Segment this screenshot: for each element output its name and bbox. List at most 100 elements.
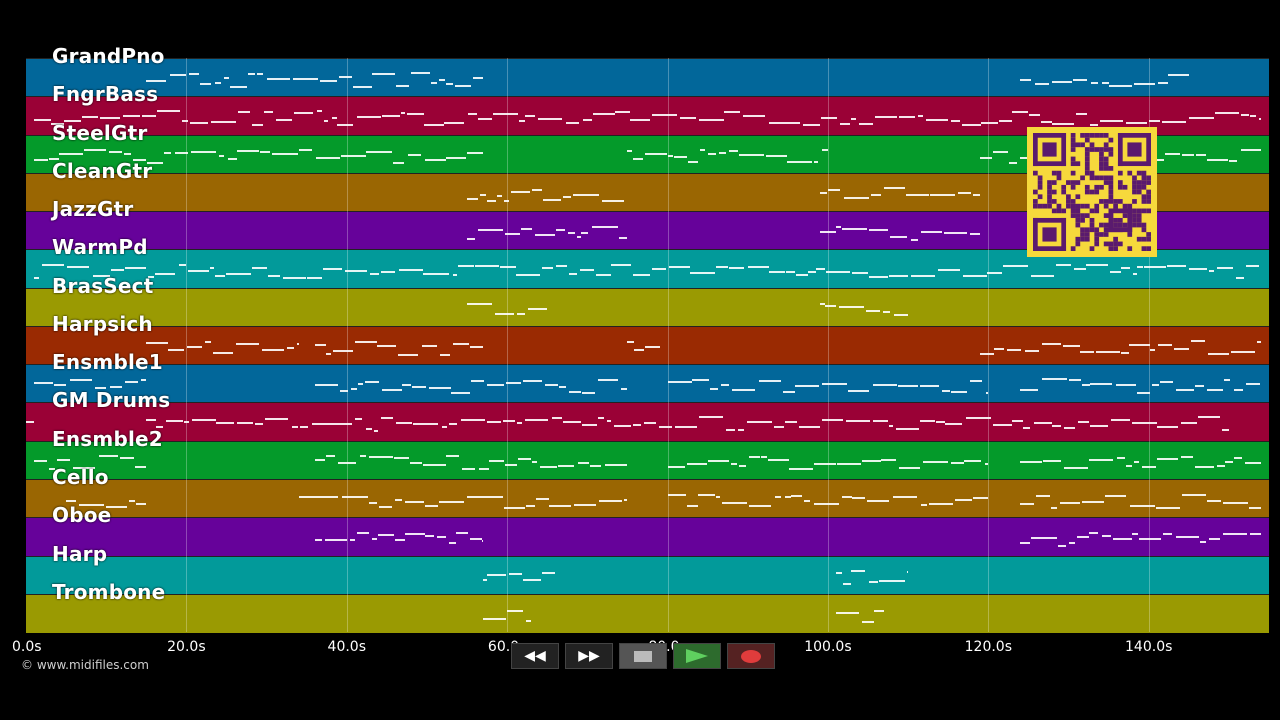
note-mark — [483, 618, 507, 621]
note-mark — [580, 269, 595, 272]
track-lane[interactable] — [26, 364, 1269, 404]
note-mark — [822, 382, 847, 385]
play-button[interactable] — [673, 643, 721, 669]
note-mark — [970, 380, 982, 383]
track-lane[interactable] — [26, 325, 1269, 365]
track-lane[interactable] — [26, 58, 1269, 97]
note-mark — [205, 340, 212, 343]
note-mark — [169, 73, 186, 76]
note-mark — [1208, 270, 1215, 273]
note-mark — [502, 419, 515, 422]
note-mark — [950, 119, 961, 122]
note-mark — [477, 228, 503, 231]
note-mark — [1036, 494, 1051, 497]
qr-code-image — [1033, 133, 1151, 251]
note-mark — [667, 494, 687, 497]
note-mark — [1139, 538, 1161, 541]
note-mark — [148, 275, 154, 278]
note-mark — [225, 273, 251, 276]
piano-roll[interactable] — [26, 58, 1269, 633]
note-mark — [787, 160, 812, 163]
note-mark — [868, 275, 888, 278]
note-mark — [155, 273, 176, 276]
track-lane[interactable] — [26, 517, 1269, 557]
note-mark — [380, 416, 393, 419]
note-mark — [56, 459, 71, 462]
track-lane[interactable] — [26, 402, 1269, 442]
note-mark — [888, 425, 893, 428]
note-mark — [1246, 382, 1260, 385]
note-mark — [873, 419, 889, 422]
note-mark — [519, 119, 526, 122]
note-mark — [34, 158, 49, 161]
note-mark — [1090, 425, 1108, 428]
note-mark — [1051, 424, 1061, 427]
note-mark — [325, 495, 339, 498]
note-mark — [1150, 349, 1155, 352]
note-mark — [784, 495, 791, 498]
note-mark — [998, 120, 1012, 123]
note-mark — [298, 148, 312, 151]
note-mark — [282, 276, 307, 279]
track-lane[interactable] — [26, 287, 1269, 327]
note-mark — [1052, 81, 1073, 84]
time-gridline — [1148, 58, 1150, 632]
note-mark — [669, 265, 691, 268]
note-mark — [1217, 465, 1225, 468]
note-mark — [821, 148, 828, 151]
note-mark — [168, 348, 184, 351]
note-mark — [311, 422, 330, 425]
note-mark — [448, 422, 458, 425]
note-mark — [392, 162, 404, 165]
note-mark — [380, 271, 396, 274]
note-mark — [980, 157, 993, 160]
fast-forward-button[interactable]: ▶▶ — [565, 643, 613, 669]
note-mark — [659, 425, 673, 428]
note-mark — [632, 274, 650, 277]
note-mark — [994, 347, 1004, 350]
note-mark — [707, 460, 729, 463]
time-tick-label: 20.0s — [167, 639, 206, 655]
note-mark — [1188, 116, 1214, 119]
note-mark — [523, 380, 542, 383]
rewind-button[interactable]: ◀◀ — [511, 643, 559, 669]
note-mark — [1151, 159, 1165, 162]
note-mark — [251, 266, 268, 269]
note-mark — [528, 307, 548, 310]
note-mark — [898, 467, 920, 470]
note-mark — [396, 84, 409, 87]
note-mark — [921, 231, 942, 234]
note-mark — [1149, 120, 1160, 123]
note-mark — [1167, 264, 1186, 267]
note-mark — [1073, 268, 1086, 271]
note-mark — [826, 271, 850, 274]
note-mark — [291, 425, 298, 428]
note-mark — [322, 268, 343, 271]
note-mark — [862, 620, 874, 623]
record-button[interactable] — [727, 643, 775, 669]
track-lane[interactable] — [26, 478, 1269, 518]
stop-button[interactable] — [619, 643, 667, 669]
note-mark — [120, 457, 135, 460]
note-mark — [747, 421, 773, 424]
note-mark — [487, 574, 507, 577]
note-mark — [252, 123, 264, 126]
note-mark — [341, 495, 368, 498]
note-mark — [1075, 112, 1087, 115]
note-mark — [748, 455, 761, 458]
track-lane[interactable] — [26, 593, 1269, 633]
track-name-label: Harpsich — [52, 311, 153, 336]
note-mark — [1248, 506, 1261, 509]
note-mark — [951, 461, 965, 464]
note-mark — [1216, 266, 1233, 269]
note-mark — [247, 73, 255, 76]
track-name-label: Oboe — [52, 503, 112, 528]
note-mark — [300, 425, 309, 428]
track-lane[interactable] — [26, 555, 1269, 595]
note-mark — [590, 464, 602, 467]
note-mark — [680, 116, 697, 119]
note-mark — [369, 273, 380, 276]
track-lane[interactable] — [26, 440, 1269, 480]
note-mark — [1009, 162, 1018, 165]
note-mark — [846, 419, 870, 422]
